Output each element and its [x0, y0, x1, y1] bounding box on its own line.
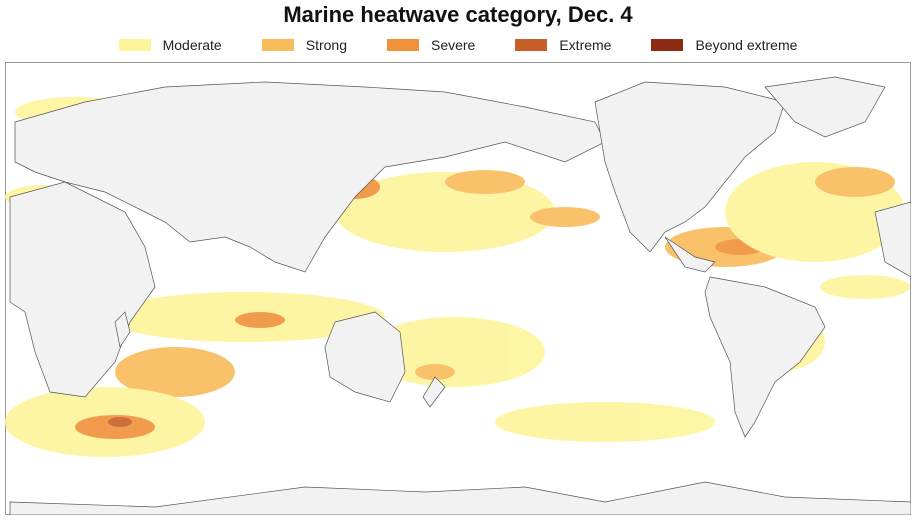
legend-label: Extreme	[559, 37, 612, 53]
legend-label: Moderate	[162, 37, 222, 53]
legend-swatch	[651, 39, 684, 51]
legend-label: Strong	[305, 37, 347, 53]
legend-swatch	[261, 39, 294, 51]
legend-swatch	[386, 39, 419, 51]
land	[9, 76, 911, 515]
legend-label: Severe	[430, 37, 476, 53]
legend-item: Beyond extreme	[651, 37, 797, 53]
legend-swatch	[118, 39, 151, 51]
legend-label: Beyond extreme	[695, 37, 798, 53]
legend-item: Moderate	[118, 37, 222, 53]
map-title: Marine heatwave category, Dec. 4	[283, 2, 633, 27]
legend: Moderate Strong Severe Extreme Beyond extrem…	[0, 37, 916, 53]
legend-item: Severe	[386, 37, 476, 53]
legend-swatch	[515, 39, 548, 51]
legend-item: Extreme	[515, 37, 611, 53]
legend-item: Strong	[261, 37, 347, 53]
map	[5, 62, 911, 515]
